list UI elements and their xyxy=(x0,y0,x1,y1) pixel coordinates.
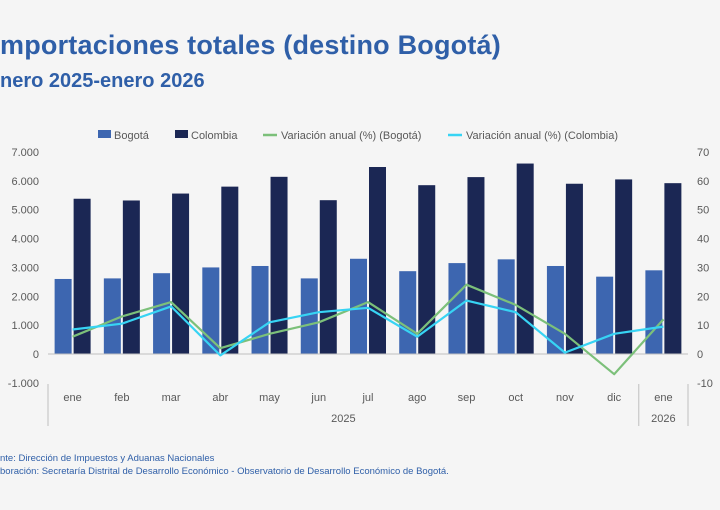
chart-canvas: Bogotá Colombia Variación anual (%) (Bogot… xyxy=(8,130,713,426)
bar-bogota xyxy=(399,271,417,354)
x-tick-label: oct xyxy=(508,392,523,404)
year-group-label: 2026 xyxy=(651,413,675,425)
legend-label-3: Variación anual (%) (Colombia) xyxy=(466,130,618,142)
elaboration-note: boración: Secretaría Distrital de Desarr… xyxy=(0,466,449,477)
bar-bogota xyxy=(54,278,72,354)
legend-swatch-0 xyxy=(98,130,111,138)
y-right-tick-label: 0 xyxy=(697,349,703,361)
y-right-tick-label: 60 xyxy=(697,176,709,188)
x-tick-label: abr xyxy=(212,392,228,404)
x-tick-label: nov xyxy=(556,392,574,404)
legend-label-1: Colombia xyxy=(191,130,238,142)
x-tick-label: jun xyxy=(310,392,326,404)
bar-colombia xyxy=(270,176,288,354)
bar-bogota xyxy=(596,276,614,354)
x-tick-label: jul xyxy=(361,392,373,404)
bar-colombia xyxy=(565,183,583,354)
y-right-tick-label: 50 xyxy=(697,205,709,217)
bar-colombia xyxy=(221,186,239,354)
y-right-tick-label: 10 xyxy=(697,320,709,332)
x-tick-label: ene xyxy=(63,392,81,404)
y-left-tick-label: 2.000 xyxy=(11,291,39,303)
y-left-tick-label: 5.000 xyxy=(11,205,39,217)
x-tick-label: feb xyxy=(114,392,129,404)
bar-colombia xyxy=(467,177,485,354)
year-group-label: 2025 xyxy=(331,413,355,425)
bar-bogota xyxy=(300,278,318,354)
y-left-tick-label: 6.000 xyxy=(11,176,39,188)
x-tick-label: may xyxy=(259,392,280,404)
legend-label-0: Bogotá xyxy=(114,130,150,142)
bar-colombia xyxy=(73,198,91,354)
y-right-tick-label: -10 xyxy=(697,378,713,390)
x-tick-label: dic xyxy=(607,392,622,404)
bar-colombia xyxy=(369,167,386,354)
chart-subtitle: nero 2025-enero 2026 xyxy=(0,70,205,92)
y-right-tick-label: 30 xyxy=(697,262,709,274)
bar-colombia xyxy=(319,200,337,354)
bar-colombia xyxy=(418,185,436,354)
bar-bogota xyxy=(153,273,171,354)
notes: nte: Dirección de Impuestos y Aduanas Na… xyxy=(0,452,449,478)
y-left-tick-label: 1.000 xyxy=(11,320,39,332)
y-left-tick-label: 3.000 xyxy=(11,262,39,274)
y-left-tick-label: -1.000 xyxy=(8,378,39,390)
x-tick-label: sep xyxy=(458,392,476,404)
y-right-tick-label: 70 xyxy=(697,147,709,159)
y-left-tick-label: 7.000 xyxy=(11,147,39,159)
y-left-tick-label: 0 xyxy=(33,349,39,361)
bar-colombia xyxy=(664,183,682,354)
bar-colombia xyxy=(615,179,633,354)
x-tick-label: ago xyxy=(408,392,426,404)
bar-bogota xyxy=(202,267,220,354)
x-tick-label: ene xyxy=(654,392,672,404)
line-variacion-bogota xyxy=(72,283,665,376)
source-note: nte: Dirección de Impuestos y Aduanas Na… xyxy=(0,453,215,464)
y-left-tick-label: 4.000 xyxy=(11,234,39,246)
chart-title: mportaciones totales (destino Bogotá) xyxy=(0,30,501,60)
bar-bogota xyxy=(103,278,121,354)
bar-bogota xyxy=(645,270,663,354)
bar-bogota xyxy=(251,265,269,354)
bar-colombia xyxy=(172,193,190,354)
bar-colombia xyxy=(122,200,140,354)
x-tick-label: mar xyxy=(162,392,181,404)
bar-bogota xyxy=(497,259,515,354)
y-right-tick-label: 20 xyxy=(697,291,709,303)
y-right-tick-label: 40 xyxy=(697,234,709,246)
bar-colombia xyxy=(516,163,534,354)
line-variacion-colombia xyxy=(72,299,664,357)
legend-label-2: Variación anual (%) (Bogotá) xyxy=(281,130,421,142)
legend-swatch-1 xyxy=(175,130,188,138)
